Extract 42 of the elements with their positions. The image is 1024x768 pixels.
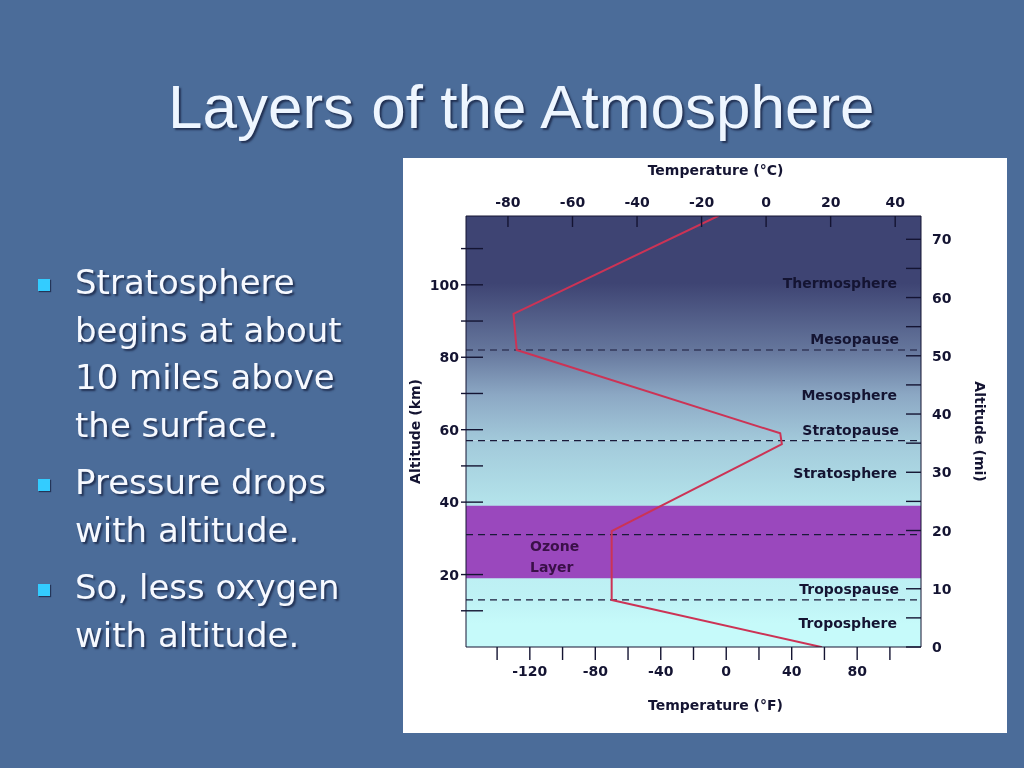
y-tick-label: 20 — [439, 566, 460, 583]
y-tick-label: 40 — [439, 494, 460, 511]
ref-line-label: Stratopause — [802, 421, 899, 438]
y2-tick-label: 50 — [932, 347, 952, 364]
x2-tick-label: -60 — [559, 194, 586, 210]
y2-tick-label: 40 — [932, 406, 952, 423]
y2-tick-label: 30 — [932, 464, 952, 481]
x2-tick-label: -80 — [495, 194, 521, 210]
x-tick-label: 0 — [721, 662, 732, 679]
y2-tick-label: 10 — [932, 580, 952, 597]
x2-tick-label: 0 — [761, 194, 772, 210]
y2-tick-label: 60 — [932, 289, 952, 306]
x-tick-label: -120 — [512, 662, 548, 679]
x2-tick-label: -40 — [624, 194, 650, 210]
text: So, less oxygen with altitude. — [75, 566, 341, 657]
x-tick-label: 80 — [847, 662, 868, 679]
y2-tick-label: 70 — [932, 231, 952, 248]
band-label: Thermosphere — [782, 275, 897, 291]
y2-axis-title: Altitude (mi) — [972, 381, 988, 482]
x2-tick-label: 40 — [885, 194, 906, 210]
y-tick-label: 60 — [439, 421, 460, 438]
y-tick-label: 80 — [439, 349, 460, 366]
band-label: Mesosphere — [801, 387, 897, 404]
ref-line-label: Mesopause — [810, 331, 899, 348]
y-axis-title: Altitude (km) — [407, 379, 423, 484]
y2-tick-label: 0 — [932, 639, 942, 655]
text: Pressure drops with altitude. — [75, 461, 327, 552]
chart-title: Layers of the Atmosphere — [168, 72, 875, 141]
band-label: Ozone Layer — [530, 537, 580, 575]
text: Stratosphere begins at about 10 miles above the surface. — [75, 261, 343, 447]
x2-axis-title: Temperature (°C) — [647, 162, 784, 178]
x-tick-label: -40 — [648, 662, 674, 679]
x-axis-title: Temperature (°F) — [648, 697, 783, 713]
ref-line-label: Tropospause — [799, 580, 899, 597]
band-label: Stratosphere — [793, 465, 897, 482]
x2-tick-label: -20 — [688, 194, 715, 210]
y-tick-label: 100 — [429, 276, 460, 293]
x-tick-label: 40 — [781, 662, 802, 679]
band-label: Troposphere — [798, 615, 897, 632]
y2-tick-label: 20 — [932, 522, 952, 539]
x2-tick-label: 20 — [820, 194, 841, 210]
x-tick-label: -80 — [582, 662, 609, 679]
